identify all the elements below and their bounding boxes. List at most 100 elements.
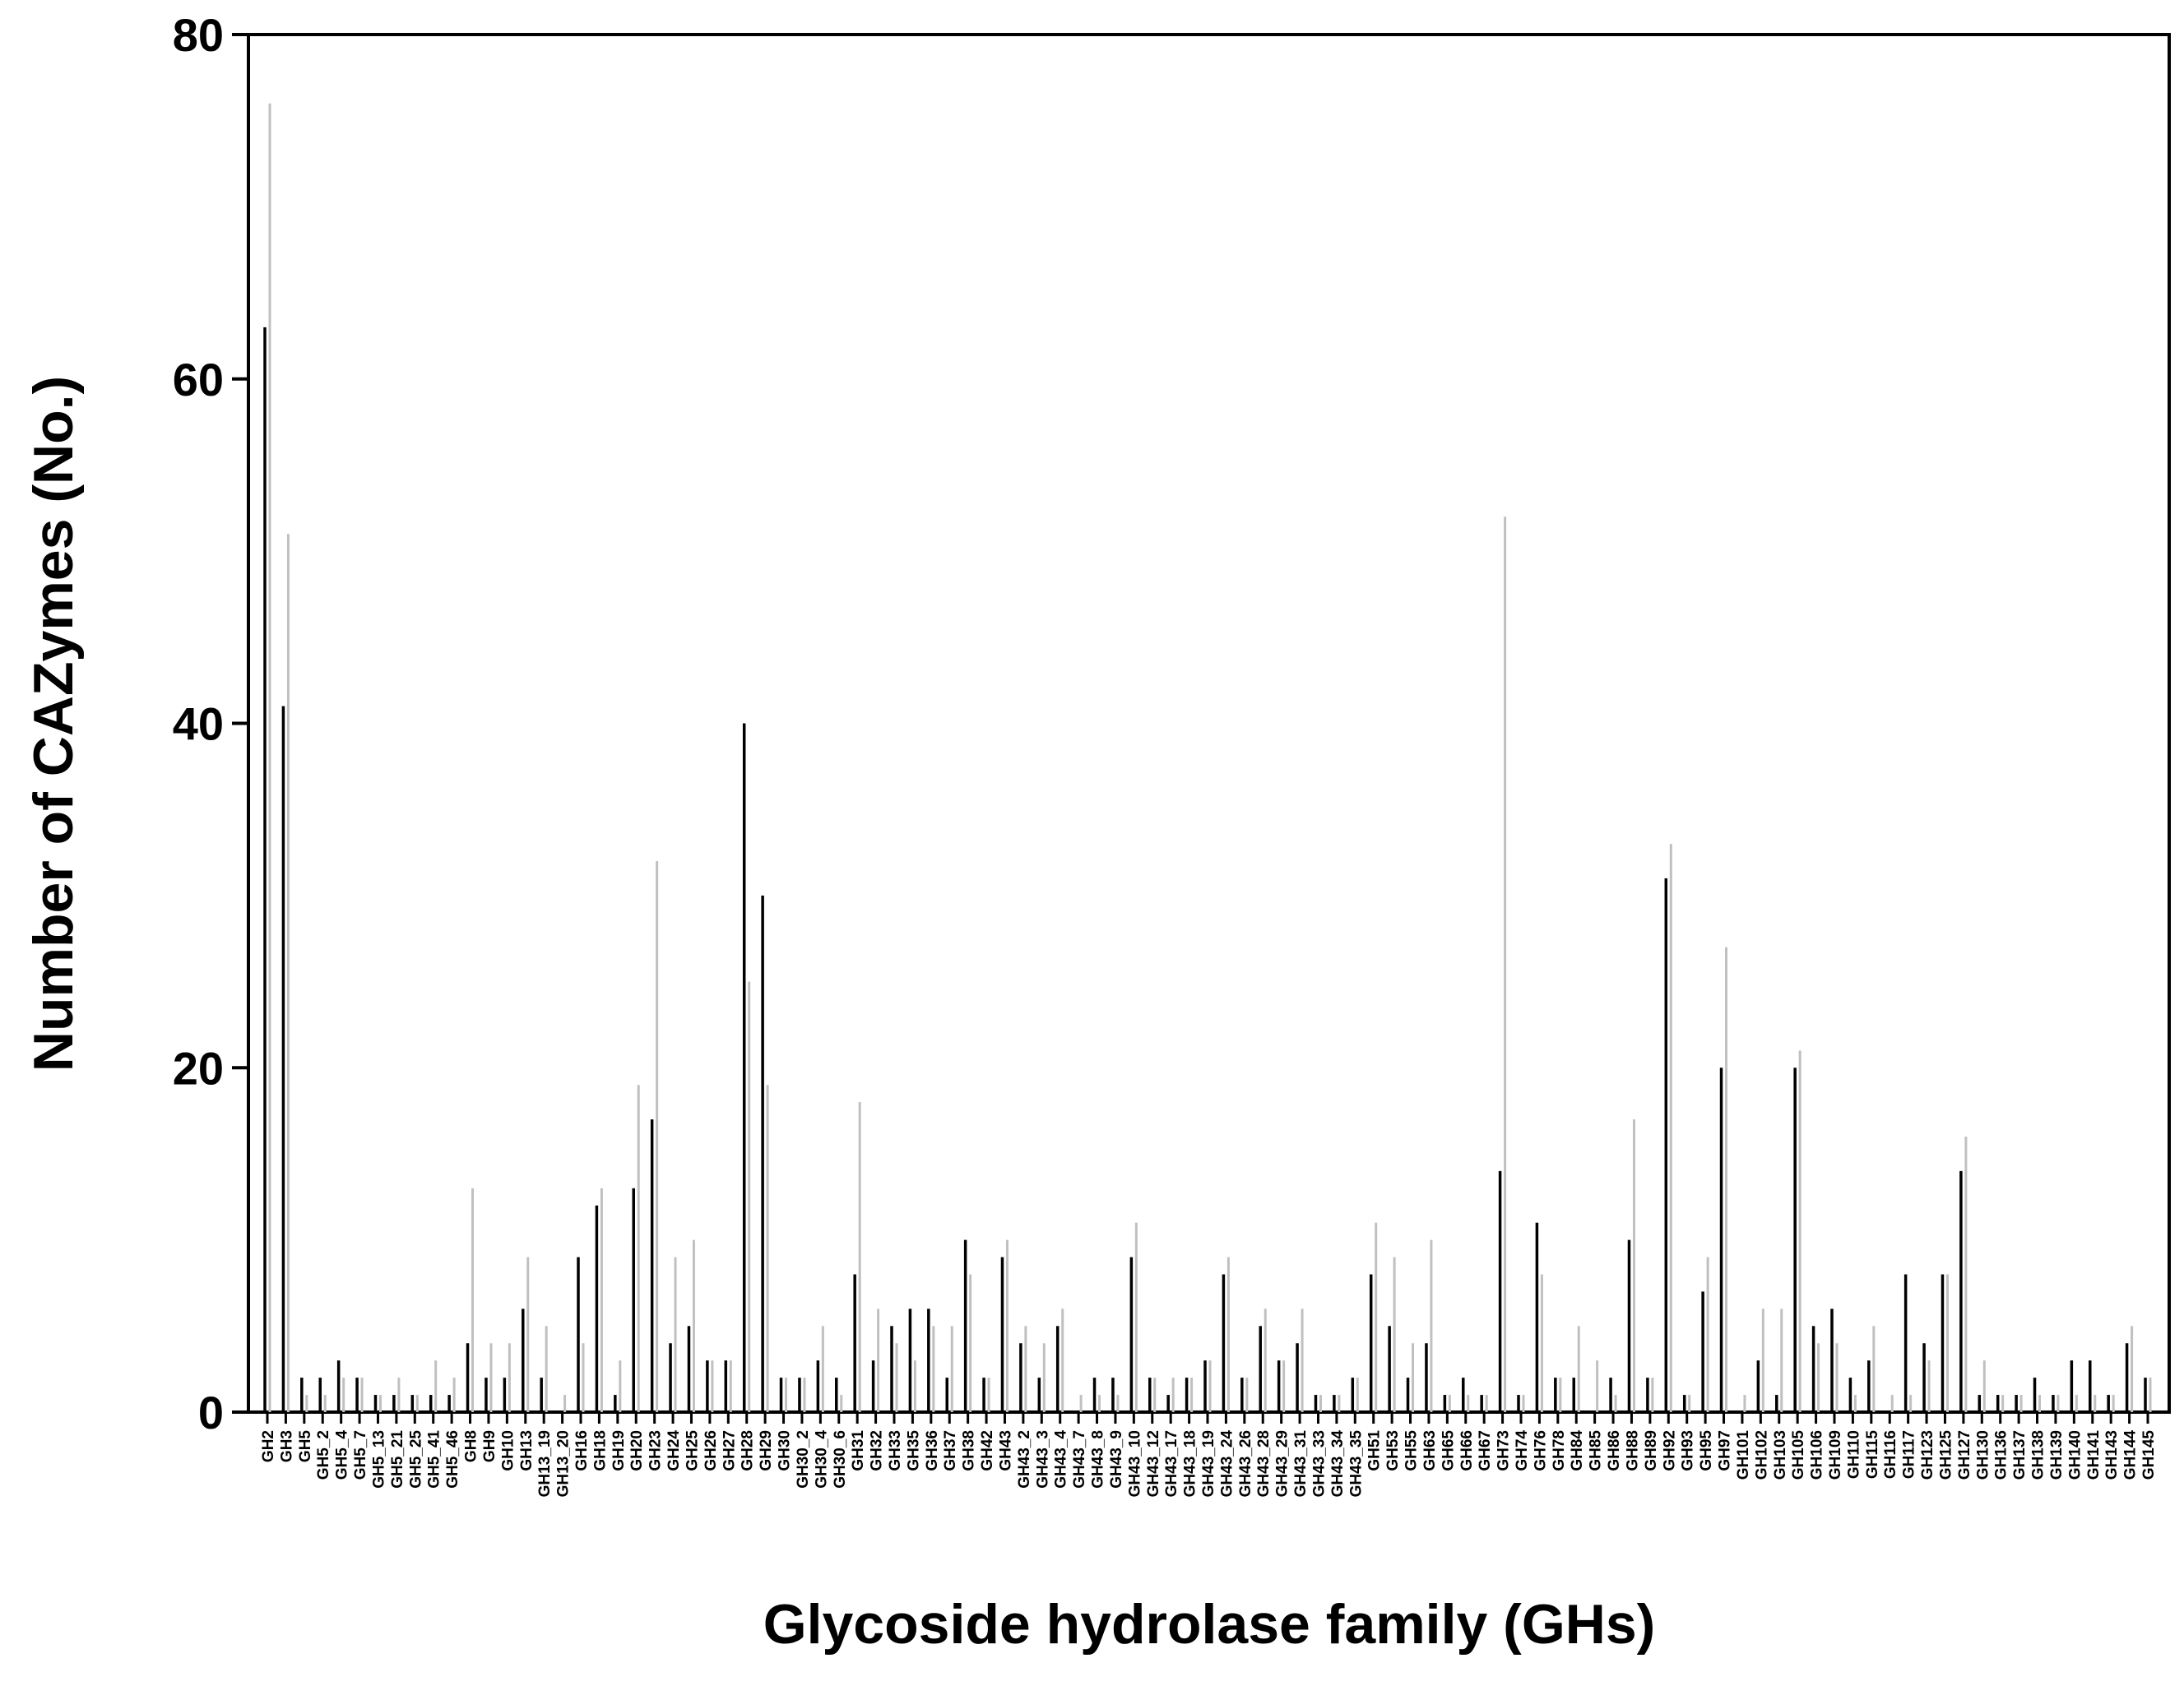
bar-series-b [1245, 1378, 1249, 1412]
bar-series-b [1485, 1395, 1488, 1412]
x-tick-label: GH43_3 [1034, 1430, 1051, 1489]
bar-series-b [1872, 1326, 1876, 1412]
x-tick-label: GH30_4 [813, 1430, 830, 1489]
x-tick-label: GH5_4 [334, 1430, 351, 1480]
x-tick-label: GH88 [1624, 1430, 1641, 1471]
x-tick-label: GH140 [2066, 1430, 2084, 1480]
x-tick-label: GH65 [1440, 1430, 1457, 1471]
bar-series-b [913, 1360, 916, 1412]
bar-series-b [803, 1378, 806, 1412]
bar-series-b [1504, 516, 1507, 1412]
x-tick-label: GH5 [297, 1430, 314, 1463]
x-tick-label: GH36 [924, 1430, 941, 1471]
x-tick-label: GH20 [628, 1430, 646, 1471]
bar-series-a [1903, 1274, 1908, 1412]
bar-series-a [1166, 1395, 1170, 1412]
x-tick-label: GH3 [278, 1430, 295, 1462]
x-tick-label: GH43_7 [1071, 1430, 1088, 1489]
bar-series-b [1559, 1378, 1562, 1412]
x-tick-label: GH110 [1845, 1430, 1862, 1479]
x-tick-label: GH103 [1772, 1430, 1789, 1480]
bar-series-b [1817, 1343, 1820, 1412]
x-tick-label: GH93 [1680, 1430, 1697, 1471]
bar-series-a [1811, 1326, 1815, 1412]
bar-series-b [1725, 947, 1728, 1412]
x-tick-label: GH30_2 [795, 1430, 812, 1489]
x-tick-label: GH5_25 [407, 1430, 424, 1489]
x-tick-label: GH76 [1532, 1430, 1549, 1471]
bar-series-b [1171, 1378, 1175, 1412]
x-tick-label: GH67 [1477, 1430, 1494, 1471]
bar-series-a [1037, 1378, 1041, 1412]
x-tick-label: GH137 [2011, 1430, 2029, 1480]
x-tick-label: GH30_6 [832, 1430, 849, 1489]
x-tick-label: GH42 [979, 1430, 996, 1471]
x-tick-label: GH30 [777, 1430, 794, 1471]
bar-series-b [2131, 1326, 2134, 1412]
bar-series-a [1203, 1360, 1207, 1412]
y-axis-ticks: 0 20 40 60 80 [173, 9, 248, 1438]
x-tick-label: GH23 [647, 1430, 665, 1471]
y-tick-label: 20 [173, 1042, 224, 1094]
bar-series-a [410, 1395, 415, 1412]
bar-series-b [2019, 1395, 2023, 1412]
bar-series-a [318, 1378, 322, 1412]
bar-series-a [1996, 1395, 2000, 1412]
x-tick-label: GH123 [1919, 1430, 1936, 1480]
bar-series-a [963, 1239, 967, 1412]
bar-series-b [508, 1343, 511, 1412]
bar-series-a [1646, 1378, 1649, 1412]
bar-series-b [1853, 1395, 1857, 1412]
bar-series-b [1890, 1395, 1894, 1412]
x-tick-label: GH95 [1698, 1430, 1715, 1471]
bar-series-b [1945, 1274, 1949, 1412]
bar-series-a [761, 895, 764, 1412]
bar-series-a [650, 1119, 654, 1412]
bar-series-b [1798, 1050, 1801, 1412]
bar-series-a [2015, 1395, 2018, 1412]
bar-series-a [1277, 1360, 1281, 1412]
bar-series-b [1061, 1309, 1064, 1412]
bar-series-b [1153, 1378, 1157, 1412]
bar-series-a [1425, 1343, 1428, 1412]
bar-series-a [1185, 1378, 1189, 1412]
bar-series-a [2070, 1360, 2074, 1412]
x-tick-label: GH55 [1403, 1430, 1421, 1471]
bar-series-b [692, 1239, 695, 1412]
bar-series-a [816, 1360, 820, 1412]
y-tick-label: 40 [173, 698, 224, 750]
bar-series-a [927, 1309, 930, 1412]
x-tick-label: GH5_46 [444, 1430, 461, 1489]
x-tick-label: GH43_17 [1163, 1430, 1180, 1497]
bar-series-b [895, 1343, 898, 1412]
bar-series-a [336, 1360, 341, 1412]
bar-series-b [1190, 1378, 1194, 1412]
bar-series-a [1129, 1257, 1134, 1412]
bar-series-a [1333, 1395, 1336, 1412]
bar-series-b [1614, 1395, 1617, 1412]
bar-series-b [766, 1085, 769, 1412]
x-tick-label: GH5_13 [370, 1430, 387, 1489]
x-tick-label: GH5_7 [352, 1430, 369, 1480]
bar-series-a [373, 1395, 378, 1412]
bar-series-a [1941, 1274, 1945, 1412]
bar-series-b [1282, 1360, 1286, 1412]
x-tick-label: GH109 [1827, 1430, 1844, 1480]
bar-series-a [1111, 1378, 1115, 1412]
bar-series-b [969, 1274, 972, 1412]
x-tick-label: GH16 [573, 1430, 591, 1471]
x-tick-label: GH2 [260, 1430, 277, 1462]
bar-series-b [1226, 1257, 1230, 1412]
bar-series-b [932, 1326, 935, 1412]
bar-series-a [706, 1360, 709, 1412]
bar-series-a [2052, 1395, 2055, 1412]
x-tick-label: GH43_28 [1255, 1430, 1273, 1497]
x-tick-label: GH32 [869, 1430, 886, 1471]
bar-series-a [798, 1378, 801, 1412]
bar-series-a [1664, 878, 1668, 1412]
bar-series-b [1927, 1360, 1931, 1412]
x-tick-label: GH31 [850, 1430, 867, 1471]
bar-series-b [563, 1395, 567, 1412]
x-tick-label: GH35 [905, 1430, 922, 1471]
